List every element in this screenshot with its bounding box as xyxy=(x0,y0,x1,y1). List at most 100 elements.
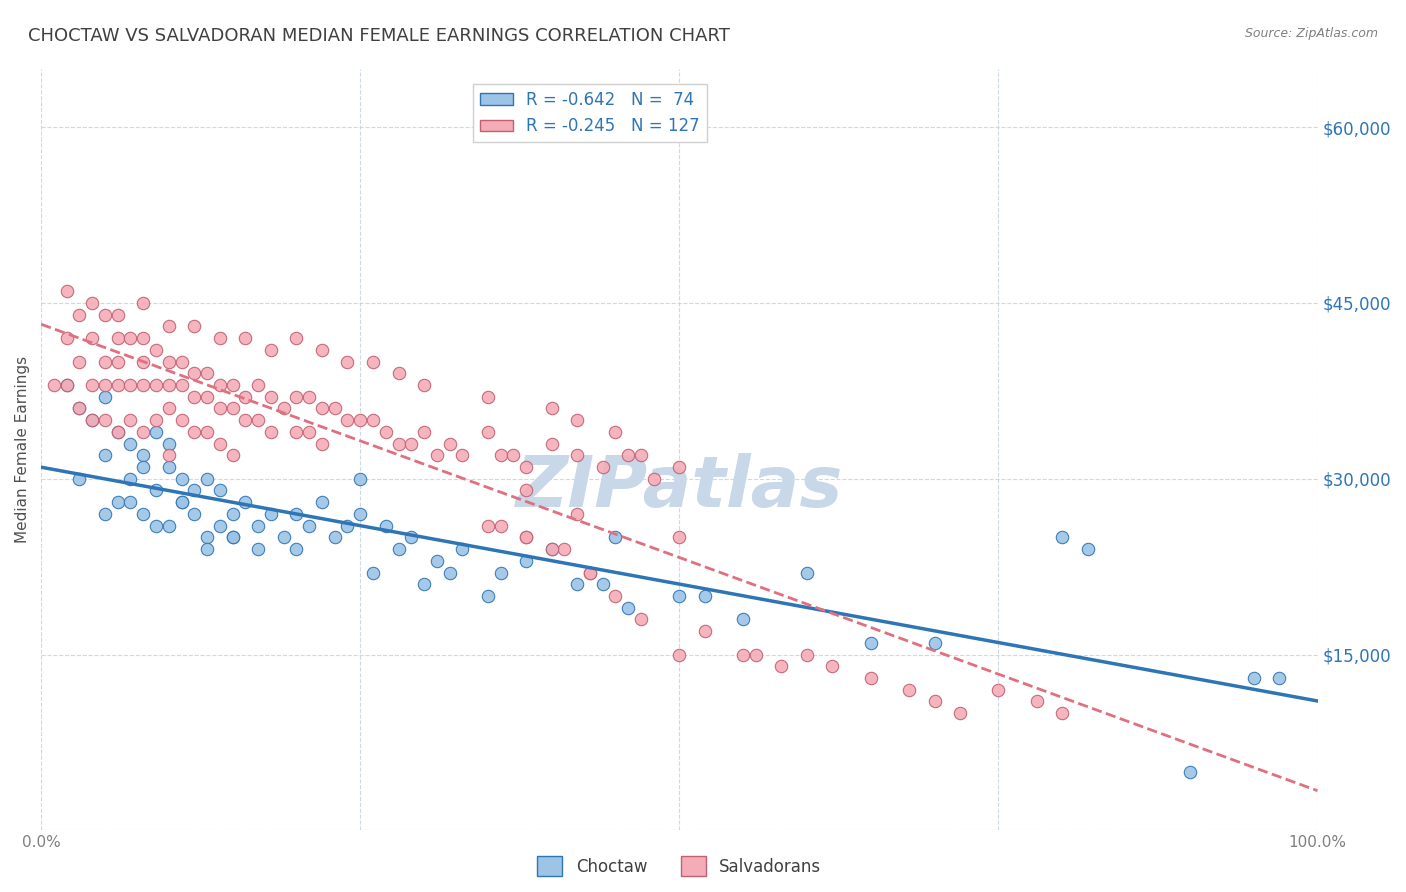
Salvadorans xyxy=(336,413,359,427)
Choctaw xyxy=(426,554,449,568)
Salvadorans xyxy=(120,331,142,345)
Salvadorans xyxy=(285,390,308,404)
Salvadorans xyxy=(107,425,129,439)
Choctaw xyxy=(617,600,640,615)
Choctaw xyxy=(208,518,231,533)
Salvadorans xyxy=(298,390,321,404)
Salvadorans xyxy=(82,378,104,392)
Choctaw xyxy=(82,413,104,427)
Salvadorans xyxy=(132,425,155,439)
Salvadorans xyxy=(132,354,155,368)
Salvadorans xyxy=(183,390,205,404)
Choctaw xyxy=(221,530,243,544)
Salvadorans xyxy=(195,425,218,439)
Choctaw xyxy=(349,507,371,521)
Choctaw xyxy=(285,542,308,557)
Salvadorans xyxy=(387,366,409,380)
Choctaw xyxy=(145,483,167,498)
Choctaw xyxy=(67,472,90,486)
Salvadorans xyxy=(94,354,117,368)
Choctaw xyxy=(132,507,155,521)
Salvadorans xyxy=(183,366,205,380)
Choctaw xyxy=(157,460,180,475)
Salvadorans xyxy=(515,530,537,544)
Choctaw xyxy=(145,518,167,533)
Text: CHOCTAW VS SALVADORAN MEDIAN FEMALE EARNINGS CORRELATION CHART: CHOCTAW VS SALVADORAN MEDIAN FEMALE EARN… xyxy=(28,27,730,45)
Salvadorans xyxy=(247,378,270,392)
Salvadorans xyxy=(120,413,142,427)
Salvadorans xyxy=(107,331,129,345)
Choctaw xyxy=(693,589,716,603)
Salvadorans xyxy=(298,425,321,439)
Salvadorans xyxy=(82,296,104,310)
Salvadorans xyxy=(260,390,283,404)
Choctaw xyxy=(1178,764,1201,779)
Salvadorans xyxy=(170,354,193,368)
Salvadorans xyxy=(170,413,193,427)
Choctaw xyxy=(859,636,882,650)
Salvadorans xyxy=(567,448,589,462)
Salvadorans xyxy=(477,425,499,439)
Salvadorans xyxy=(247,413,270,427)
Salvadorans xyxy=(221,401,243,416)
Salvadorans xyxy=(260,425,283,439)
Salvadorans xyxy=(311,436,333,450)
Salvadorans xyxy=(489,518,512,533)
Choctaw xyxy=(94,390,117,404)
Salvadorans xyxy=(1025,694,1047,708)
Salvadorans xyxy=(859,671,882,685)
Salvadorans xyxy=(94,413,117,427)
Salvadorans xyxy=(668,530,690,544)
Salvadorans xyxy=(361,354,384,368)
Salvadorans xyxy=(55,378,77,392)
Salvadorans xyxy=(374,425,396,439)
Salvadorans xyxy=(515,460,537,475)
Salvadorans xyxy=(745,648,768,662)
Text: ZIPatlas: ZIPatlas xyxy=(516,453,844,522)
Choctaw xyxy=(489,566,512,580)
Salvadorans xyxy=(132,378,155,392)
Salvadorans xyxy=(94,308,117,322)
Choctaw xyxy=(451,542,474,557)
Salvadorans xyxy=(311,401,333,416)
Salvadorans xyxy=(107,354,129,368)
Choctaw xyxy=(413,577,436,591)
Salvadorans xyxy=(387,436,409,450)
Salvadorans xyxy=(693,624,716,639)
Salvadorans xyxy=(221,378,243,392)
Choctaw xyxy=(208,483,231,498)
Salvadorans xyxy=(221,448,243,462)
Choctaw xyxy=(107,425,129,439)
Salvadorans xyxy=(987,682,1010,697)
Choctaw xyxy=(107,495,129,509)
Salvadorans xyxy=(567,507,589,521)
Choctaw xyxy=(477,589,499,603)
Salvadorans xyxy=(145,343,167,357)
Salvadorans xyxy=(567,413,589,427)
Salvadorans xyxy=(426,448,449,462)
Salvadorans xyxy=(630,612,652,626)
Choctaw xyxy=(67,401,90,416)
Salvadorans xyxy=(208,401,231,416)
Salvadorans xyxy=(579,566,602,580)
Choctaw xyxy=(387,542,409,557)
Salvadorans xyxy=(605,589,627,603)
Salvadorans xyxy=(515,530,537,544)
Choctaw xyxy=(221,530,243,544)
Salvadorans xyxy=(195,390,218,404)
Text: Source: ZipAtlas.com: Source: ZipAtlas.com xyxy=(1244,27,1378,40)
Salvadorans xyxy=(145,378,167,392)
Choctaw xyxy=(298,518,321,533)
Salvadorans xyxy=(540,542,562,557)
Choctaw xyxy=(285,507,308,521)
Choctaw xyxy=(796,566,818,580)
Choctaw xyxy=(157,518,180,533)
Salvadorans xyxy=(55,284,77,298)
Choctaw xyxy=(260,507,283,521)
Choctaw xyxy=(515,554,537,568)
Salvadorans xyxy=(208,378,231,392)
Salvadorans xyxy=(770,659,793,673)
Salvadorans xyxy=(120,378,142,392)
Choctaw xyxy=(349,472,371,486)
Choctaw xyxy=(1268,671,1291,685)
